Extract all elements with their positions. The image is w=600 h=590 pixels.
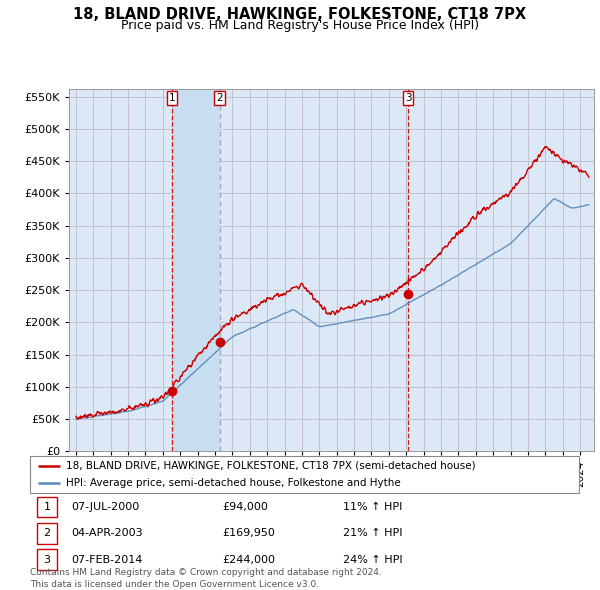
Text: £244,000: £244,000 [222, 555, 275, 565]
Text: HPI: Average price, semi-detached house, Folkestone and Hythe: HPI: Average price, semi-detached house,… [65, 478, 400, 488]
FancyBboxPatch shape [37, 523, 58, 544]
FancyBboxPatch shape [37, 497, 58, 517]
Text: £169,950: £169,950 [222, 529, 275, 538]
Text: 1: 1 [169, 93, 175, 103]
Text: £94,000: £94,000 [222, 502, 268, 512]
Text: 18, BLAND DRIVE, HAWKINGE, FOLKESTONE, CT18 7PX (semi-detached house): 18, BLAND DRIVE, HAWKINGE, FOLKESTONE, C… [65, 461, 475, 471]
FancyBboxPatch shape [37, 549, 58, 570]
Text: This data is licensed under the Open Government Licence v3.0.: This data is licensed under the Open Gov… [30, 580, 319, 589]
Text: 04-APR-2003: 04-APR-2003 [71, 529, 143, 538]
Bar [172, 88, 220, 451]
Text: 18, BLAND DRIVE, HAWKINGE, FOLKESTONE, CT18 7PX: 18, BLAND DRIVE, HAWKINGE, FOLKESTONE, C… [73, 7, 527, 22]
Text: 3: 3 [44, 555, 50, 565]
Text: Price paid vs. HM Land Registry's House Price Index (HPI): Price paid vs. HM Land Registry's House … [121, 19, 479, 32]
Text: 07-FEB-2014: 07-FEB-2014 [71, 555, 143, 565]
Text: 07-JUL-2000: 07-JUL-2000 [71, 502, 139, 512]
Text: 24% ↑ HPI: 24% ↑ HPI [343, 555, 403, 565]
Text: 21% ↑ HPI: 21% ↑ HPI [343, 529, 403, 538]
Text: 11% ↑ HPI: 11% ↑ HPI [343, 502, 403, 512]
Text: 1: 1 [44, 502, 50, 512]
Text: Contains HM Land Registry data © Crown copyright and database right 2024.: Contains HM Land Registry data © Crown c… [30, 568, 382, 577]
Text: 2: 2 [43, 529, 50, 538]
Text: 3: 3 [404, 93, 412, 103]
Text: 2: 2 [217, 93, 223, 103]
